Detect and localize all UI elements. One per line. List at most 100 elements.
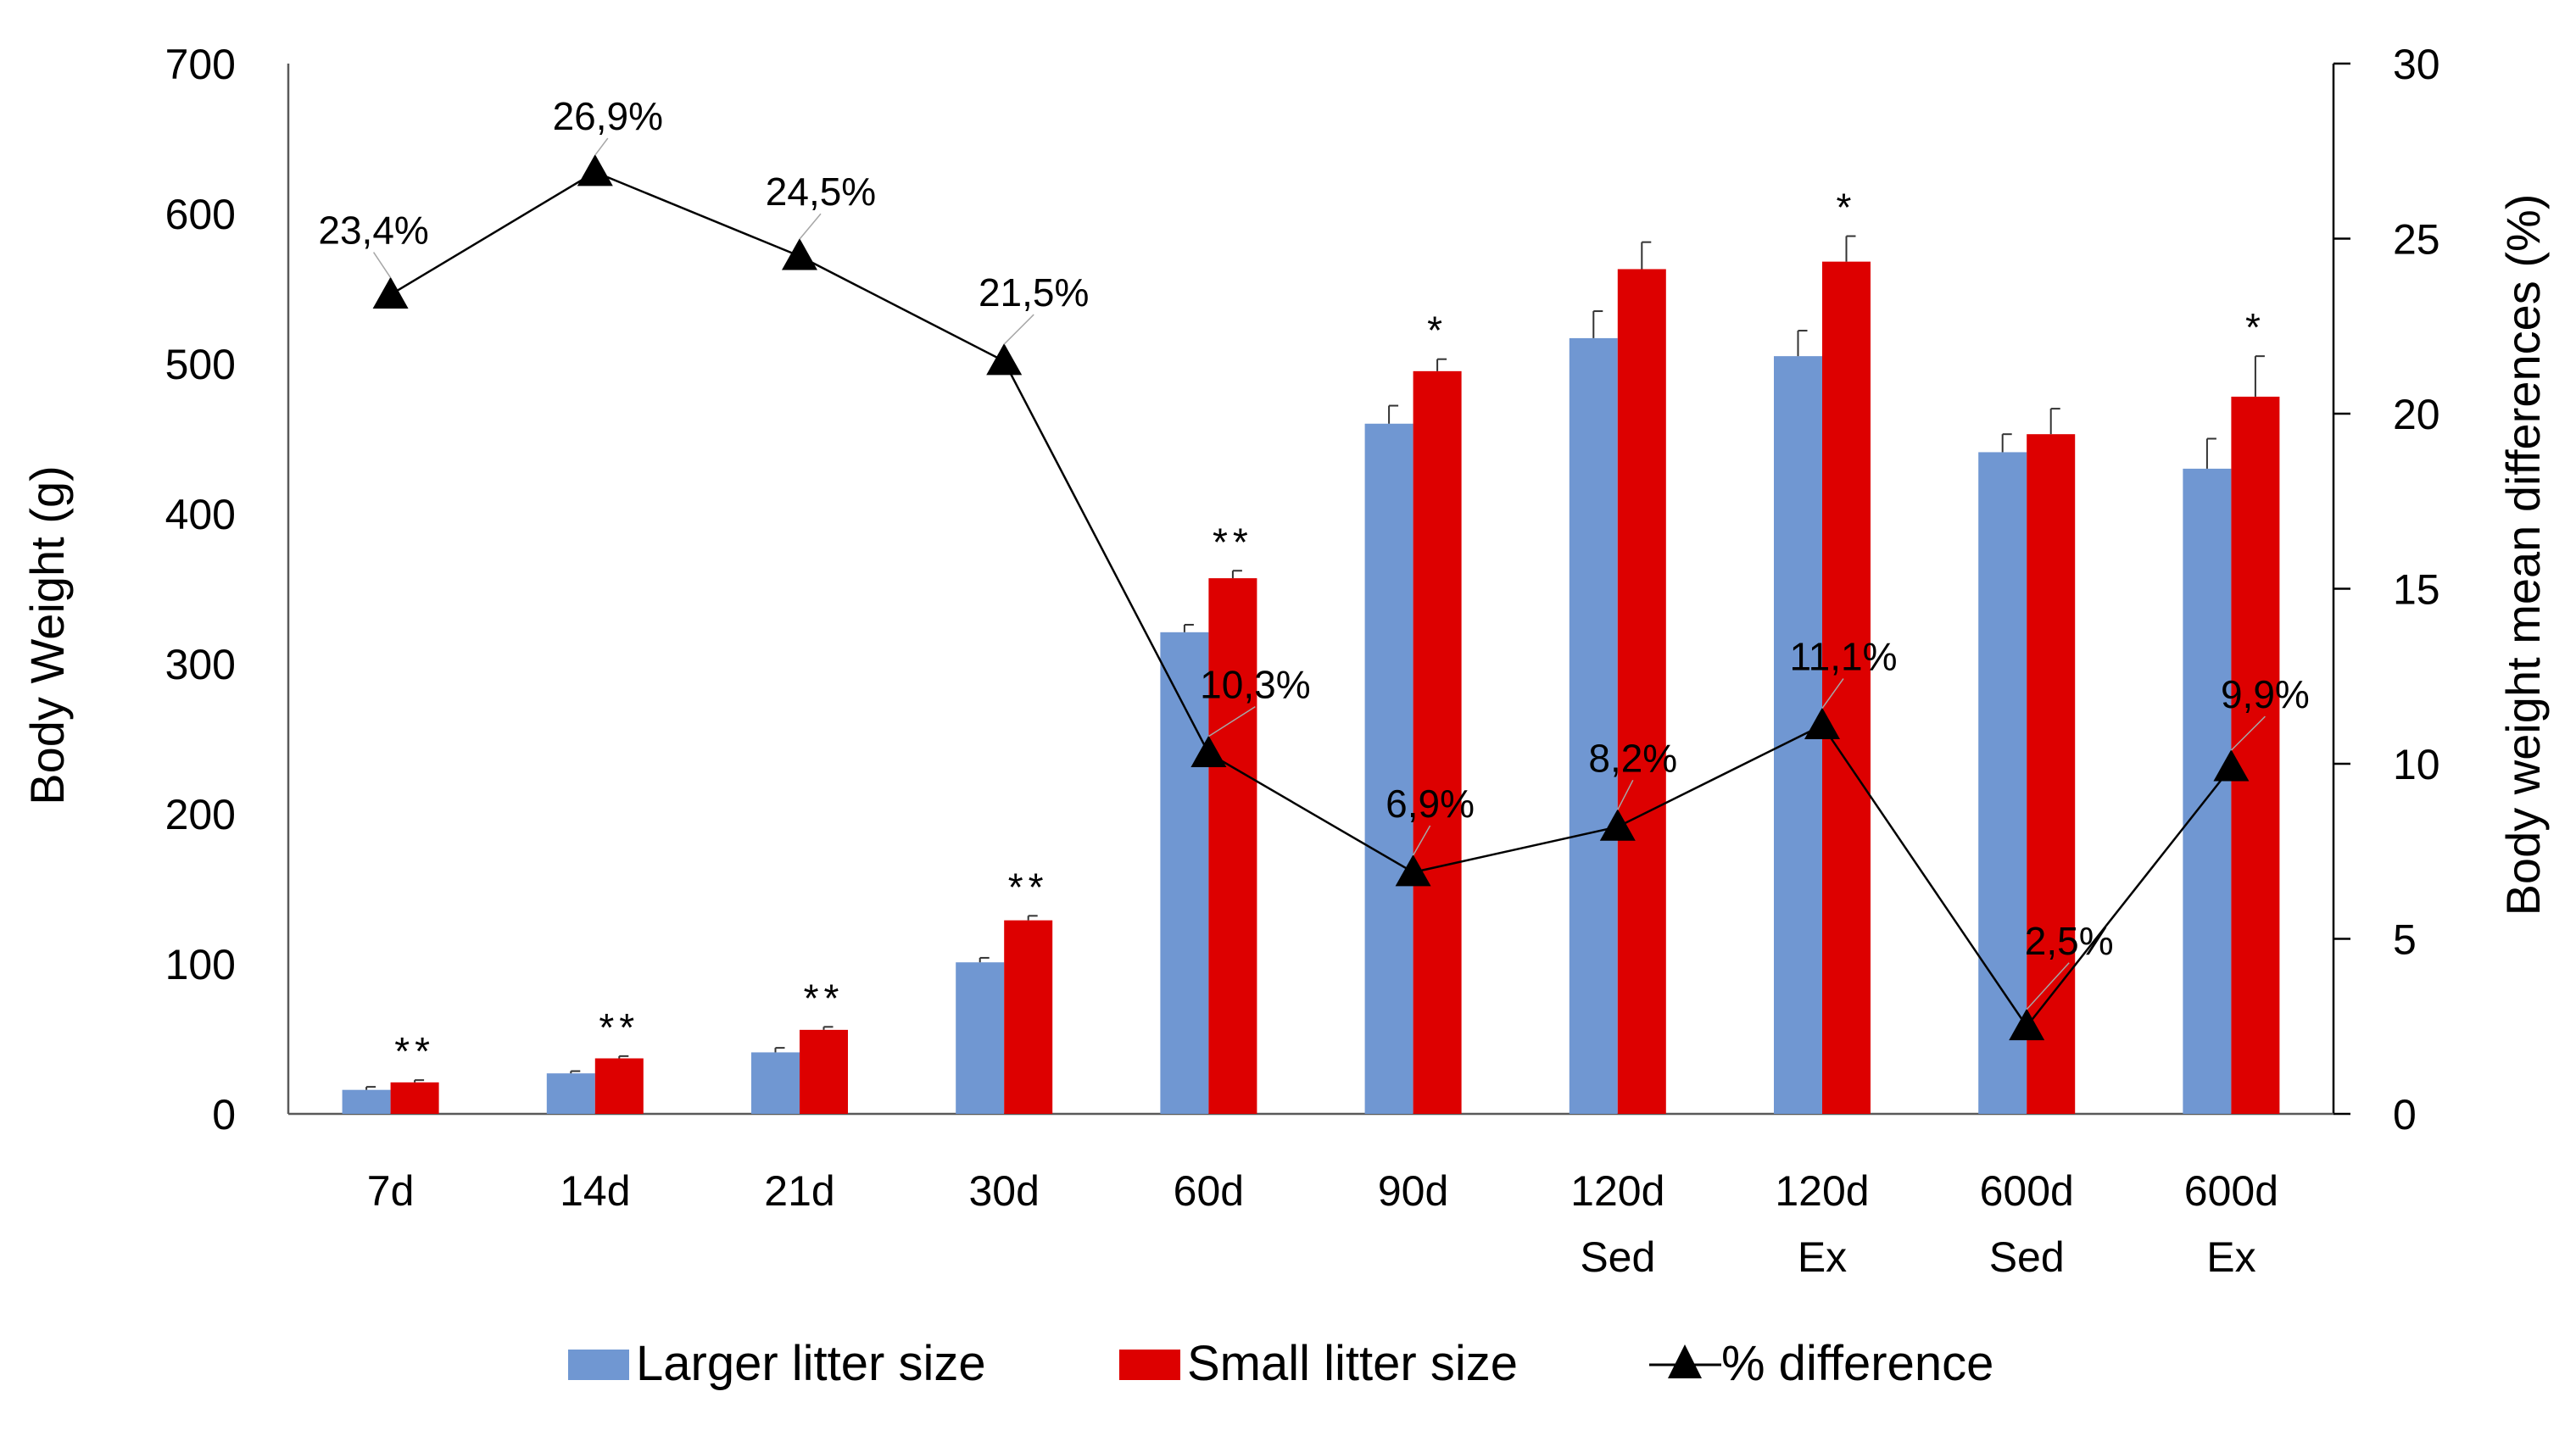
bar-small-litter (1004, 920, 1053, 1114)
y-axis-title: Body Weight (g) (20, 465, 74, 804)
bar-larger-litter (342, 1089, 391, 1114)
percent-label-leader (2026, 962, 2070, 1010)
y-tick-label: 400 (165, 491, 236, 538)
significance-markers: ************* (394, 186, 2266, 1074)
percent-label-leader (799, 213, 822, 240)
triangle-marker (1599, 809, 1636, 841)
bar-small-litter (594, 1058, 644, 1114)
x-category-label: 60d (1174, 1167, 1244, 1215)
x-category-label: 7d (367, 1167, 415, 1215)
legend-swatch-larger (568, 1350, 629, 1380)
bar-small-litter (1617, 269, 1666, 1114)
x-category-label: Sed (1989, 1233, 2065, 1281)
bar-larger-litter (1160, 632, 1209, 1114)
bar-small-litter (1822, 261, 1871, 1114)
triangle-marker (1395, 854, 1431, 887)
x-category-label: 90d (1378, 1167, 1448, 1215)
significance-marker: ** (1008, 865, 1049, 909)
legend-swatch-small (1119, 1350, 1180, 1380)
triangle-marker (986, 343, 1023, 376)
significance-marker: * (1837, 186, 1857, 230)
bar-larger-litter (956, 962, 1005, 1114)
percent-label: 2,5% (2025, 919, 2114, 963)
x-category-label: Ex (1798, 1233, 1847, 1281)
percent-label: 26,9% (553, 94, 663, 138)
bar-larger-litter (751, 1052, 800, 1114)
legend-label-small: Small litter size (1187, 1336, 1518, 1391)
x-category-label: 30d (968, 1167, 1039, 1215)
significance-marker: ** (804, 976, 845, 1020)
error-bars (365, 235, 2265, 1090)
percent-label: 8,2% (1588, 736, 1677, 780)
y2-tick-label: 0 (2393, 1091, 2417, 1138)
y-tick-label: 600 (165, 191, 236, 238)
bar-small-litter (2027, 434, 2076, 1114)
triangle-marker (1190, 735, 1227, 767)
bar-larger-litter (1569, 337, 1618, 1114)
percent-difference-labels: 23,4% 26,9% 24,5% 21,5% 10,3% 6,9% 8,2% 11,1% 2,… (318, 94, 2310, 1010)
y2-axis-title: Body weight mean differences (%) (2496, 194, 2550, 916)
significance-marker: ** (394, 1029, 435, 1073)
bar-larger-litter (1364, 423, 1413, 1114)
triangle-marker (782, 238, 817, 270)
percent-label-leader (594, 137, 609, 156)
significance-marker: * (2245, 305, 2266, 349)
bar-small-litter (800, 1029, 848, 1114)
x-category-label: Ex (2206, 1233, 2255, 1281)
percent-label: 9,9% (2221, 672, 2310, 716)
y-tick-label: 0 (212, 1091, 236, 1138)
x-category-label: 600d (1980, 1167, 2074, 1215)
percent-label-leader (1617, 779, 1634, 810)
bar-small-litter (2231, 396, 2280, 1114)
percent-label: 23,4% (318, 209, 428, 253)
triangle-marker (2213, 749, 2250, 782)
legend-triangle-icon (1668, 1344, 1702, 1378)
bar-larger-litter (1978, 452, 2027, 1114)
percent-label-leader (1207, 705, 1256, 737)
legend-label-pct: % difference (1721, 1336, 1993, 1391)
y2-tick-label: 20 (2393, 391, 2440, 438)
x-category-label: 120d (1775, 1167, 1869, 1215)
legend: Larger litter size Small litter size % dif… (568, 1336, 1993, 1391)
y-tick-label: 200 (165, 791, 236, 838)
x-category-label: 120d (1570, 1167, 1664, 1215)
axes: 0 100 200 300 400 500 600 700 0 5 10 15 20 25 30 Body W… (20, 41, 2550, 1138)
bar-small-litter (1413, 370, 1462, 1115)
significance-marker: * (1427, 309, 1447, 353)
percent-label: 24,5% (766, 170, 876, 214)
y-tick-label: 100 (165, 941, 236, 988)
significance-marker: ** (599, 1005, 639, 1049)
percent-label: 6,9% (1386, 782, 1475, 826)
y2-tick-label: 10 (2393, 741, 2440, 788)
bars (342, 261, 2280, 1115)
y2-tick-label: 15 (2393, 566, 2440, 614)
percent-label-leader (1003, 314, 1034, 345)
percent-label-leader (372, 252, 392, 278)
x-category-label: 600d (2184, 1167, 2278, 1215)
y-tick-label: 700 (165, 41, 236, 88)
percent-label: 11,1% (1789, 635, 1897, 679)
x-category-label: Sed (1580, 1233, 1655, 1281)
bar-small-litter (390, 1082, 439, 1114)
triangle-marker (372, 276, 409, 309)
x-category-label: 21d (764, 1167, 834, 1215)
percent-line-path (389, 170, 2233, 1028)
significance-marker: ** (1213, 520, 1253, 564)
percent-label: 10,3% (1200, 663, 1310, 707)
y2-tick-label: 30 (2393, 41, 2440, 88)
category-labels: 7d 14d 21d 30d 60d 90d 120d Sed 120d Ex 600d Sed 600… (367, 1167, 2278, 1281)
percent-label-leader (1412, 825, 1431, 856)
y2-tick-label: 5 (2393, 916, 2417, 964)
triangle-marker (2009, 1008, 2045, 1041)
bar-larger-litter (546, 1073, 595, 1114)
percent-label-leader (2230, 715, 2266, 751)
x-category-label: 14d (560, 1167, 630, 1215)
percent-difference-line (372, 154, 2250, 1041)
y-tick-label: 300 (165, 641, 236, 688)
triangle-marker (577, 154, 613, 186)
legend-label-larger: Larger litter size (636, 1336, 986, 1391)
percent-label-leader (1821, 678, 1844, 710)
bar-larger-litter (2183, 468, 2232, 1114)
y-tick-label: 500 (165, 341, 236, 388)
